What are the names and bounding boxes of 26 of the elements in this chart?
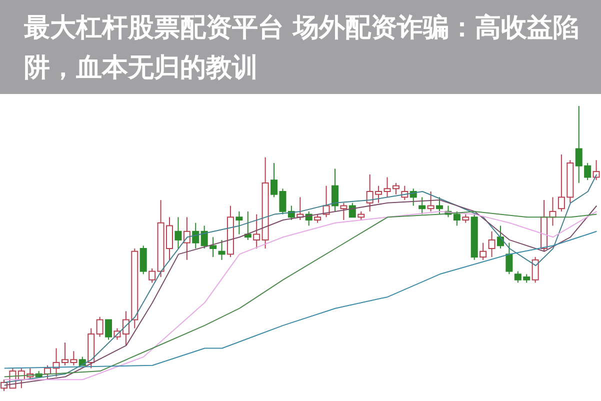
candlestick: [453, 210, 460, 226]
candlestick: [392, 182, 400, 195]
candlestick: [488, 230, 496, 258]
chart-title: 最大杠杆股票配资平台 场外配资诈骗：高收益陷阱，血本无归的教训: [24, 12, 580, 85]
candlestick: [340, 202, 348, 220]
candlestick: [506, 242, 513, 275]
candlestick: [210, 236, 217, 258]
candlestick: [192, 222, 200, 249]
candlestick: [218, 239, 226, 260]
candlestick: [105, 319, 112, 340]
candlestick: [253, 214, 260, 249]
candlestick: [348, 202, 356, 218]
candlestick: [331, 168, 338, 212]
candlestick: [183, 216, 190, 260]
candlestick: [427, 191, 434, 212]
candlestick: [148, 268, 156, 284]
candlestick: [480, 242, 487, 260]
candlestick: [436, 196, 444, 215]
candlestick: [96, 316, 104, 338]
candlestick: [200, 225, 208, 249]
candlestick: [418, 196, 426, 215]
candlestick: [496, 225, 504, 249]
candlestick: [174, 216, 182, 249]
candlestick: [532, 256, 539, 284]
candlestick: [236, 210, 243, 235]
candlestick: [140, 245, 147, 275]
